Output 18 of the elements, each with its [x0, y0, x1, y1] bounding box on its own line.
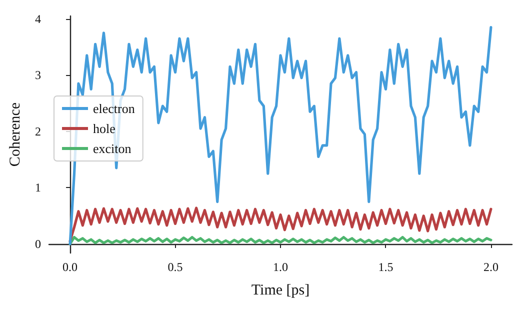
- legend-label: electron: [93, 101, 136, 116]
- y-tick-label: 3: [35, 68, 41, 82]
- x-tick-label: 1.0: [273, 260, 288, 274]
- line-series: [68, 236, 492, 246]
- y-tick-label: 0: [35, 236, 41, 251]
- y-axis-title: Coherence: [8, 102, 24, 167]
- y-tick-label: 4: [35, 12, 41, 26]
- y-tick-label: 1: [35, 180, 41, 195]
- x-tick-label: 1.5: [378, 260, 394, 274]
- x-tick-label: 0.0: [62, 260, 78, 274]
- line-series: [68, 206, 492, 242]
- line-series: [68, 26, 492, 246]
- x-axis-title: Time [ps]: [251, 282, 310, 298]
- x-tick-label: 0.5: [168, 260, 183, 274]
- legend-label: hole: [93, 121, 116, 136]
- y-tick-label: 2: [35, 124, 41, 138]
- x-tick-label: 2.0: [483, 260, 498, 274]
- legend-label: exciton: [93, 141, 132, 156]
